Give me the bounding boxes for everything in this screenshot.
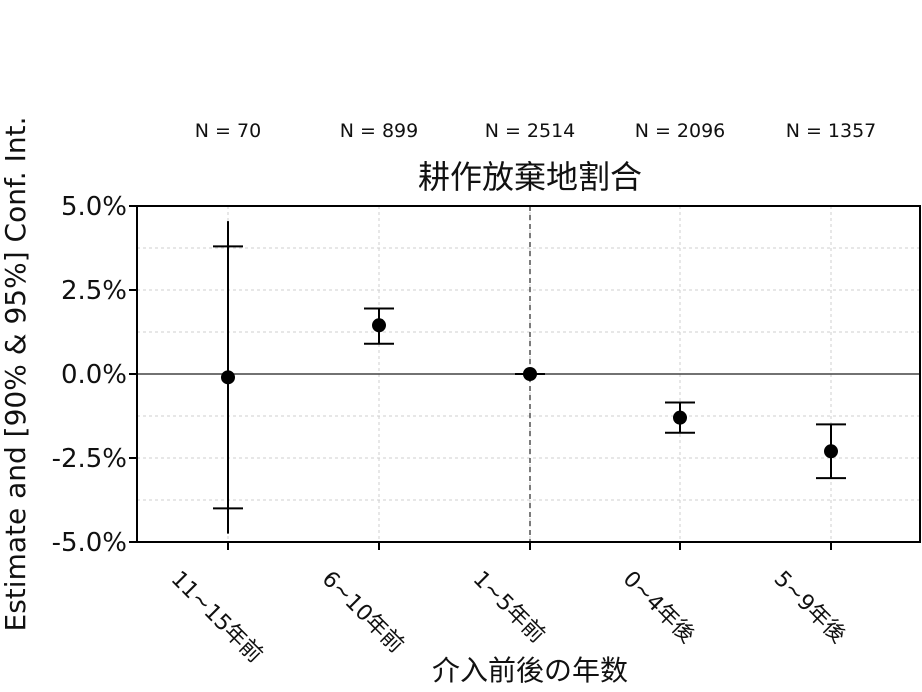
x-tick-label: 0~4年後 (618, 567, 700, 649)
x-tick-label: 1~5年前 (468, 567, 550, 649)
estimate-point (824, 444, 838, 459)
sample-size-label: N = 1357 (786, 120, 877, 142)
y-tick-label: 0.0% (61, 360, 127, 390)
y-axis-label: Estimate and [90% & 95%] Conf. Int. (0, 117, 32, 632)
data-layer (213, 221, 846, 534)
x-tick-label: 5~9年後 (769, 567, 851, 649)
y-tick-label: 2.5% (61, 276, 127, 306)
estimate-point (673, 410, 687, 425)
y-tick-label: -5.0% (52, 528, 127, 558)
tick-layer (129, 205, 832, 550)
x-axis-label: 介入前後の年数 (432, 654, 628, 687)
x-tick-label: 6~10年前 (317, 567, 409, 659)
estimate-point (221, 370, 235, 385)
y-tick-label: -2.5% (52, 444, 127, 474)
y-tick-label: 5.0% (61, 192, 127, 222)
sample-size-label: N = 2514 (485, 120, 576, 142)
x-tick-label: 11~15年前 (166, 567, 267, 668)
chart-title: 耕作放棄地割合 (418, 158, 642, 196)
text-layer: 5.0% 2.5% 0.0% -2.5% -5.0% 11~15年前 N = 70 6~10年… (0, 117, 876, 687)
sample-size-label: N = 70 (195, 120, 261, 142)
sample-size-label: N = 899 (340, 120, 418, 142)
estimate-point (523, 367, 537, 381)
estimate-point (372, 318, 386, 333)
sample-size-label: N = 2096 (635, 120, 726, 142)
